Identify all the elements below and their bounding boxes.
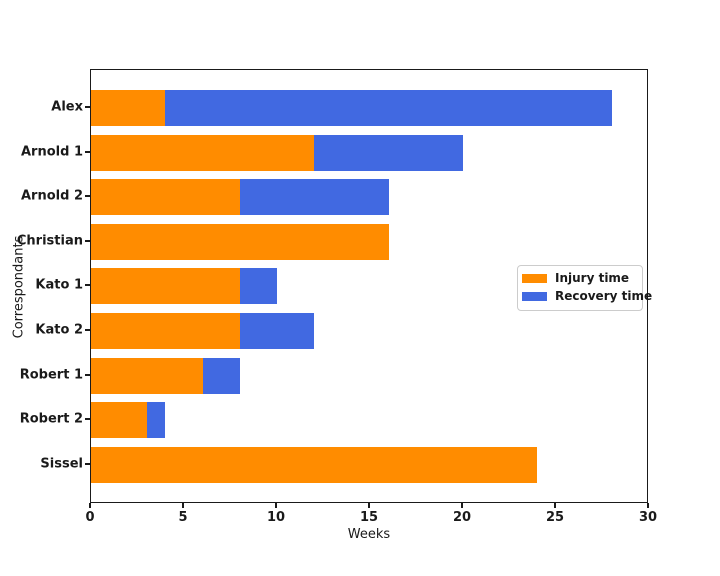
legend-item-injury-time: Injury time xyxy=(522,271,637,286)
bar-segment-recovery-time xyxy=(165,90,612,126)
legend-item-recovery-time: Recovery time xyxy=(522,289,652,304)
y-tick-label: Christian xyxy=(16,233,83,249)
legend: Injury time Recovery time xyxy=(517,265,652,311)
bar-segment-recovery-time xyxy=(314,134,463,171)
y-tick-label: Arnold 1 xyxy=(21,144,83,160)
y-tick-mark xyxy=(85,329,90,331)
y-tick-label: Sissel xyxy=(40,456,83,472)
legend-label-injury-time: Injury time xyxy=(555,271,630,285)
x-tick-mark xyxy=(461,503,463,508)
y-tick-label: Kato 1 xyxy=(35,277,83,293)
x-tick-label: 30 xyxy=(638,510,658,525)
y-tick-mark xyxy=(85,239,90,242)
x-tick-mark xyxy=(368,503,370,508)
bar-segment-injury-time xyxy=(91,313,240,349)
y-tick-label: Arnold 2 xyxy=(21,188,83,204)
x-tick-mark xyxy=(89,503,91,508)
legend-swatch-recovery-time xyxy=(522,292,547,302)
y-tick-label: Robert 1 xyxy=(19,367,83,383)
y-tick-label: Alex xyxy=(51,99,83,115)
bar-segment-injury-time xyxy=(91,134,315,171)
y-tick-label: Kato 2 xyxy=(35,322,83,338)
x-tick-mark xyxy=(275,503,277,508)
bar-segment-injury-time xyxy=(91,179,240,216)
y-tick-mark xyxy=(85,150,90,153)
x-axis-title: Weeks xyxy=(347,527,391,542)
x-tick-mark xyxy=(182,503,184,508)
x-tick-label: 10 xyxy=(266,510,286,525)
y-tick-mark xyxy=(85,373,90,376)
bar-segment-injury-time xyxy=(91,402,147,439)
x-tick-mark xyxy=(647,503,649,508)
bar-segment-recovery-time xyxy=(239,313,315,349)
y-tick-label: Robert 2 xyxy=(19,411,83,427)
bar-segment-injury-time xyxy=(91,90,166,126)
y-tick-mark xyxy=(85,284,90,287)
x-tick-label: 25 xyxy=(545,510,565,525)
bar-segment-injury-time xyxy=(91,223,389,260)
x-tick-label: 5 xyxy=(178,510,188,525)
bar-segment-injury-time xyxy=(91,268,240,305)
y-tick-mark xyxy=(85,106,90,108)
bar-segment-injury-time xyxy=(91,357,203,394)
bar-segment-recovery-time xyxy=(146,402,166,439)
y-tick-mark xyxy=(85,418,90,421)
bar-segment-recovery-time xyxy=(202,357,240,394)
x-tick-label: 0 xyxy=(85,510,95,525)
legend-swatch-injury-time xyxy=(522,274,547,284)
bar-segment-injury-time xyxy=(91,446,538,483)
x-tick-label: 15 xyxy=(359,510,379,525)
legend-label-recovery-time: Recovery time xyxy=(555,288,653,303)
y-tick-mark xyxy=(85,462,90,465)
bar-segment-recovery-time xyxy=(239,179,389,216)
y-tick-mark xyxy=(85,195,90,198)
bar-segment-recovery-time xyxy=(239,268,277,305)
x-tick-mark xyxy=(554,503,556,508)
x-tick-label: 20 xyxy=(452,510,472,525)
